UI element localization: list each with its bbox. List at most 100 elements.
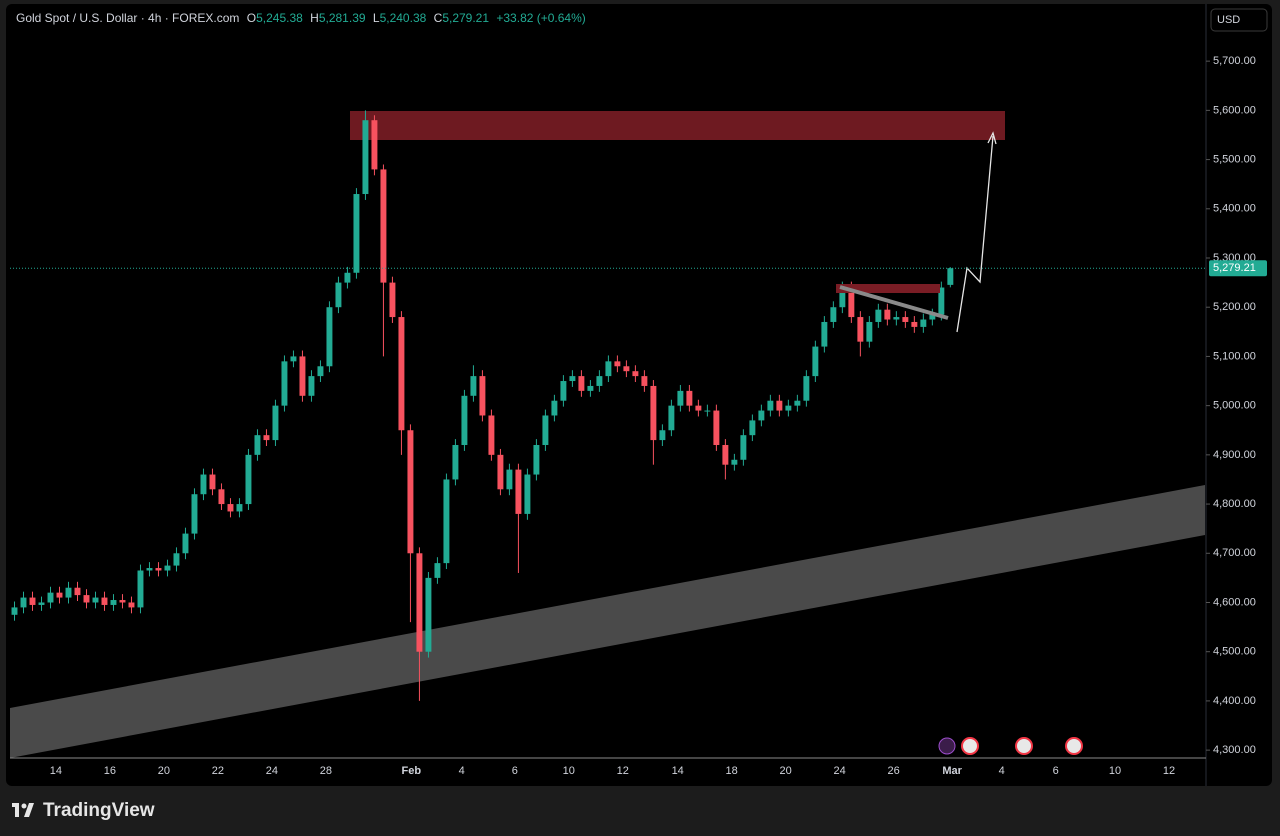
candle-body	[569, 376, 576, 382]
candle-body	[11, 607, 18, 615]
x-tick-label: 14	[50, 765, 62, 777]
x-tick-label: 10	[1109, 765, 1121, 777]
candle-body	[452, 445, 459, 480]
candle-body	[695, 405, 702, 411]
x-tick-label: 4	[459, 765, 465, 777]
drawings	[10, 111, 1205, 758]
candle-body	[398, 317, 405, 431]
candle-body	[749, 420, 756, 436]
candles	[11, 110, 954, 701]
candle-body	[902, 317, 909, 322]
x-tick-label: Mar	[942, 765, 962, 777]
l-value: 5,240.38	[380, 11, 427, 25]
candle-body	[587, 385, 594, 391]
x-tick-label: 6	[1053, 765, 1059, 777]
candle-body	[533, 445, 540, 475]
candle-body	[947, 268, 954, 285]
o-value: 5,245.38	[256, 11, 303, 25]
candle-body	[65, 587, 72, 598]
candle-body	[506, 469, 513, 490]
y-tick-label: 5,200.00	[1213, 301, 1256, 313]
x-tick-label: 20	[780, 765, 792, 777]
candle-body	[713, 410, 720, 446]
y-tick-label: 5,000.00	[1213, 400, 1256, 412]
candle-body	[110, 600, 117, 605]
logo-part	[21, 803, 27, 809]
candle-body	[263, 435, 270, 441]
x-tick-label: 12	[617, 765, 629, 777]
candle-body	[344, 272, 351, 283]
candle-body	[425, 577, 432, 652]
candle-body	[830, 307, 837, 322]
candle-body	[56, 592, 63, 598]
candle-body	[785, 405, 792, 411]
x-tick-label: 12	[1163, 765, 1175, 777]
event-icon[interactable]	[1065, 737, 1083, 755]
candle-body	[542, 415, 549, 446]
event-icon[interactable]	[1015, 737, 1033, 755]
o-label: O	[247, 11, 256, 25]
y-tick-label: 5,600.00	[1213, 104, 1256, 116]
h-value: 5,281.39	[319, 11, 366, 25]
event-icon[interactable]	[938, 737, 956, 755]
event-icons	[938, 737, 1083, 755]
candle-body	[839, 287, 846, 308]
y-tick-label: 5,100.00	[1213, 350, 1256, 362]
support-band	[10, 485, 1205, 758]
candle-body	[164, 565, 171, 571]
x-tick-label: Feb	[402, 765, 422, 777]
candle-body	[731, 459, 738, 465]
candle-body	[83, 595, 90, 603]
trendline	[839, 285, 949, 320]
x-tick-label: 10	[563, 765, 575, 777]
currency-button[interactable]	[1210, 8, 1268, 32]
candle-body	[137, 570, 144, 608]
candle-body	[821, 321, 828, 347]
logo-part	[15, 803, 19, 817]
projection-arrow	[956, 135, 994, 333]
x-tick-label: 16	[104, 765, 116, 777]
y-tick-label: 4,300.00	[1213, 744, 1256, 756]
x-tick-label: 20	[158, 765, 170, 777]
y-tick-label: 4,900.00	[1213, 449, 1256, 461]
candle-body	[470, 376, 477, 396]
resistance-zone	[350, 111, 1005, 140]
candle-body	[866, 321, 873, 342]
candle-body	[497, 454, 504, 490]
candle-body	[380, 169, 387, 283]
candle-body	[632, 371, 639, 377]
x-tick-label: 14	[672, 765, 684, 777]
candle-body	[524, 474, 531, 514]
change: +33.82 (+0.64%)	[496, 11, 585, 25]
candle-body	[245, 454, 252, 505]
candle-body	[416, 553, 423, 652]
candle-body	[317, 366, 324, 377]
brand: TradingView	[12, 800, 155, 821]
last-price-badge	[1209, 260, 1267, 277]
event-icon[interactable]	[961, 737, 979, 755]
candle-body	[812, 346, 819, 377]
candle-body	[389, 282, 396, 318]
candle-body	[515, 469, 522, 514]
candle-body	[227, 504, 234, 512]
candle-body	[101, 597, 108, 605]
candle-body	[443, 479, 450, 564]
candle-body	[353, 194, 360, 273]
overlays	[836, 131, 997, 333]
candle-body	[767, 400, 774, 411]
x-tick-label: 6	[512, 765, 518, 777]
candle-body	[362, 120, 369, 195]
candle-body	[290, 356, 297, 362]
x-tick-label: 26	[888, 765, 900, 777]
candle-body	[596, 376, 603, 386]
candle-body	[74, 587, 81, 596]
candle-body	[20, 597, 27, 608]
y-tick-label: 4,600.00	[1213, 596, 1256, 608]
candle-body	[920, 319, 927, 327]
candle-body	[128, 602, 135, 608]
candle-body	[704, 410, 711, 412]
candle-body	[479, 376, 486, 416]
candle-body	[146, 568, 153, 571]
